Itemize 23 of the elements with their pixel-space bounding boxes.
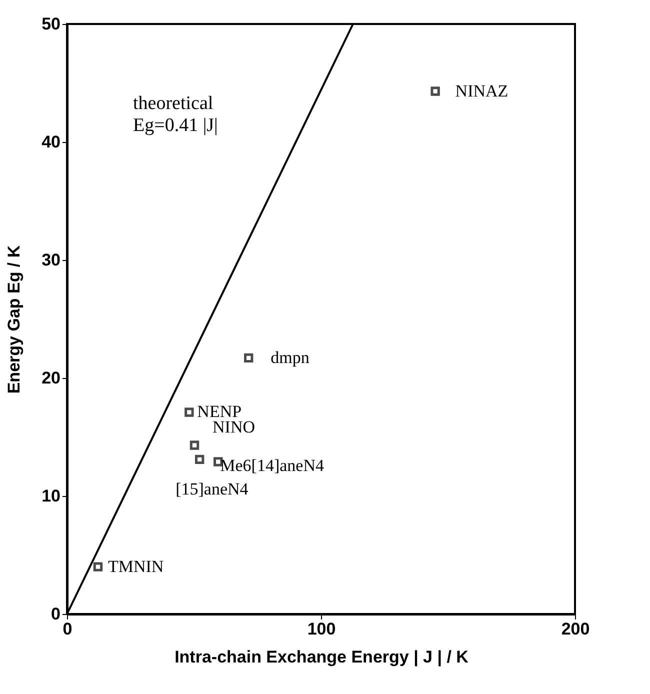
point [194,454,204,464]
y-tick-label: 50 [42,14,60,34]
point [244,353,254,363]
y-tick-label: 10 [42,486,60,506]
annotation: dmpn [270,348,310,367]
x-tick-label: 200 [561,620,590,638]
point [93,562,103,572]
y-tick-label: 40 [42,132,60,152]
point [190,440,200,450]
point [430,86,440,96]
x-tick-label: 100 [307,620,336,638]
x-axis-title: Intra-chain Exchange Energy | J | / K [174,648,470,666]
annotation: [15]aneN4 [176,479,249,498]
y-tick-label: 0 [51,604,60,624]
annotation: NINAZ [455,81,508,100]
annotation: Me6[14]aneN4 [220,456,324,475]
annotation: TMNIN [108,556,164,576]
point [184,408,194,417]
y-tick-label: 30 [42,250,60,270]
x-tick-label: 0 [62,620,72,638]
annotation: theoretical Eg=0.41 |J| [133,93,218,136]
y-axis-title: Energy Gap Eg / K [4,244,24,394]
y-tick-label: 20 [42,368,60,388]
